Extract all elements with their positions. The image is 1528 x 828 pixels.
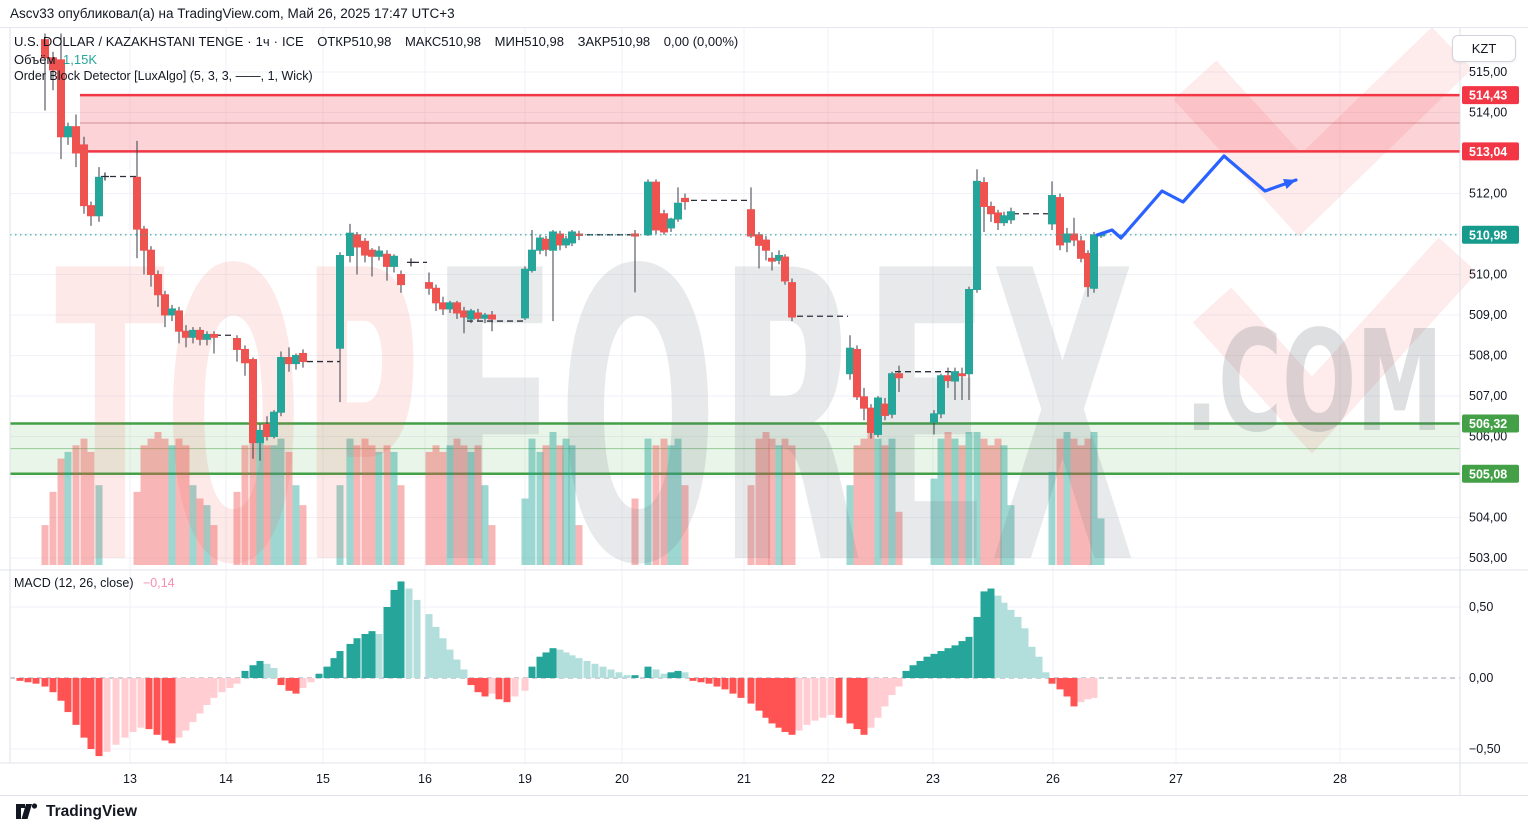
tradingview-icon [16,803,38,819]
price-badge: 514,43 [1462,86,1519,105]
macd-params: (12, 26, close) [54,576,134,590]
time-tick-label: 26 [1046,772,1060,786]
orderblock-connector-lines [101,172,1048,373]
time-tick-label: 13 [123,772,137,786]
grid-layer [10,28,1460,763]
price-tick-label: 508,00 [1469,349,1507,363]
price-tick-label: 510,00 [1469,268,1507,282]
time-tick-label: 27 [1169,772,1183,786]
tradingview-wordmark: TradingView [46,802,138,820]
time-tick-label: 15 [316,772,330,786]
time-scale[interactable]: 13 14 15 16 19 20 21 22 23 26 27 28 [123,772,1347,786]
currency-toggle-button[interactable]: KZT [1452,35,1516,62]
candlestick-series [41,33,1105,461]
legend-dot: · [273,34,278,49]
header-divider [0,27,1528,28]
macd-pane [0,569,1528,757]
price-badge: 505,08 [1462,464,1519,483]
time-tick-label: 22 [821,772,835,786]
time-tick-label: 16 [418,772,432,786]
svg-text:510,98: 510,98 [1469,228,1507,242]
svg-text:514,43: 514,43 [1469,89,1507,103]
open-value: ОТКР510,98 [317,34,392,49]
macd-tick-label: 0,50 [1469,600,1493,614]
macd-tick-label: 0,00 [1469,671,1493,685]
price-badge: 506,32 [1462,414,1519,433]
volume-label: Объём [14,52,56,67]
legend-dot: · [247,34,252,49]
interval-label: 1ч [255,34,270,49]
volume-legend-row[interactable]: Объём 1,15K [14,52,101,67]
price-scale[interactable]: 515,00 514,00 512,00 510,00 509,00 508,00 507,… [1462,65,1519,756]
pane-borders [0,28,1528,795]
tradingview-logo-link[interactable]: TradingView [16,801,137,822]
order-block-zones [10,93,1460,476]
price-badge: 510,98 [1462,225,1519,244]
svg-text:513,04: 513,04 [1469,145,1507,159]
symbol-name: U.S. DOLLAR / KAZAKHSTANI TENGE [14,34,244,49]
price-tick-label: 507,00 [1469,389,1507,403]
svg-text:TOP: TOP [55,188,420,653]
exchange-label: ICE [281,34,304,49]
low-value: МИН510,98 [494,34,564,49]
price-tick-label: 509,00 [1469,308,1507,322]
time-tick-label: 28 [1333,772,1347,786]
time-tick-label: 23 [926,772,940,786]
time-tick-label: 14 [219,772,233,786]
indicator-title: Order Block Detector [LuxAlgo] (5, 3, 3,… [14,69,313,83]
time-tick-label: 19 [518,772,532,786]
time-tick-label: 20 [615,772,629,786]
macd-legend-row[interactable]: MACD (12, 26, close) −0,14 [14,576,175,590]
indicator-legend-row[interactable]: Order Block Detector [LuxAlgo] (5, 3, 3,… [14,69,317,83]
high-value: МАКС510,98 [404,34,482,49]
price-tick-label: 506,00 [1469,430,1507,444]
price-badge: 513,04 [1462,142,1519,161]
close-value: ЗАКР510,98 [577,34,651,49]
price-tick-label: 512,00 [1469,187,1507,201]
forecast-arrow [1095,154,1298,240]
bottom-toolbar [0,795,1528,828]
macd-value: −0,14 [143,576,175,590]
publish-byline: Ascv33 опубликовал(а) на TradingView.com… [10,6,455,21]
svg-text:506,32: 506,32 [1469,417,1507,431]
svg-text:505,08: 505,08 [1469,467,1507,481]
svg-text:.COM: .COM [1185,301,1443,464]
volume-value: 1,15K [63,52,98,67]
change-value: 0,00 (0,00%) [663,34,739,49]
macd-tick-label: −0,50 [1469,742,1501,756]
price-tick-label: 514,00 [1469,106,1507,120]
price-tick-label: 503,00 [1469,551,1507,565]
price-tick-label: 515,00 [1469,65,1507,79]
price-tick-label: 504,00 [1469,511,1507,525]
symbol-legend-row[interactable]: U.S. DOLLAR / KAZAKHSTANI TENGE · 1ч · ICE О… [14,34,742,49]
time-tick-label: 21 [737,772,751,786]
volume-bars [41,432,1105,565]
macd-label: MACD [14,576,51,590]
